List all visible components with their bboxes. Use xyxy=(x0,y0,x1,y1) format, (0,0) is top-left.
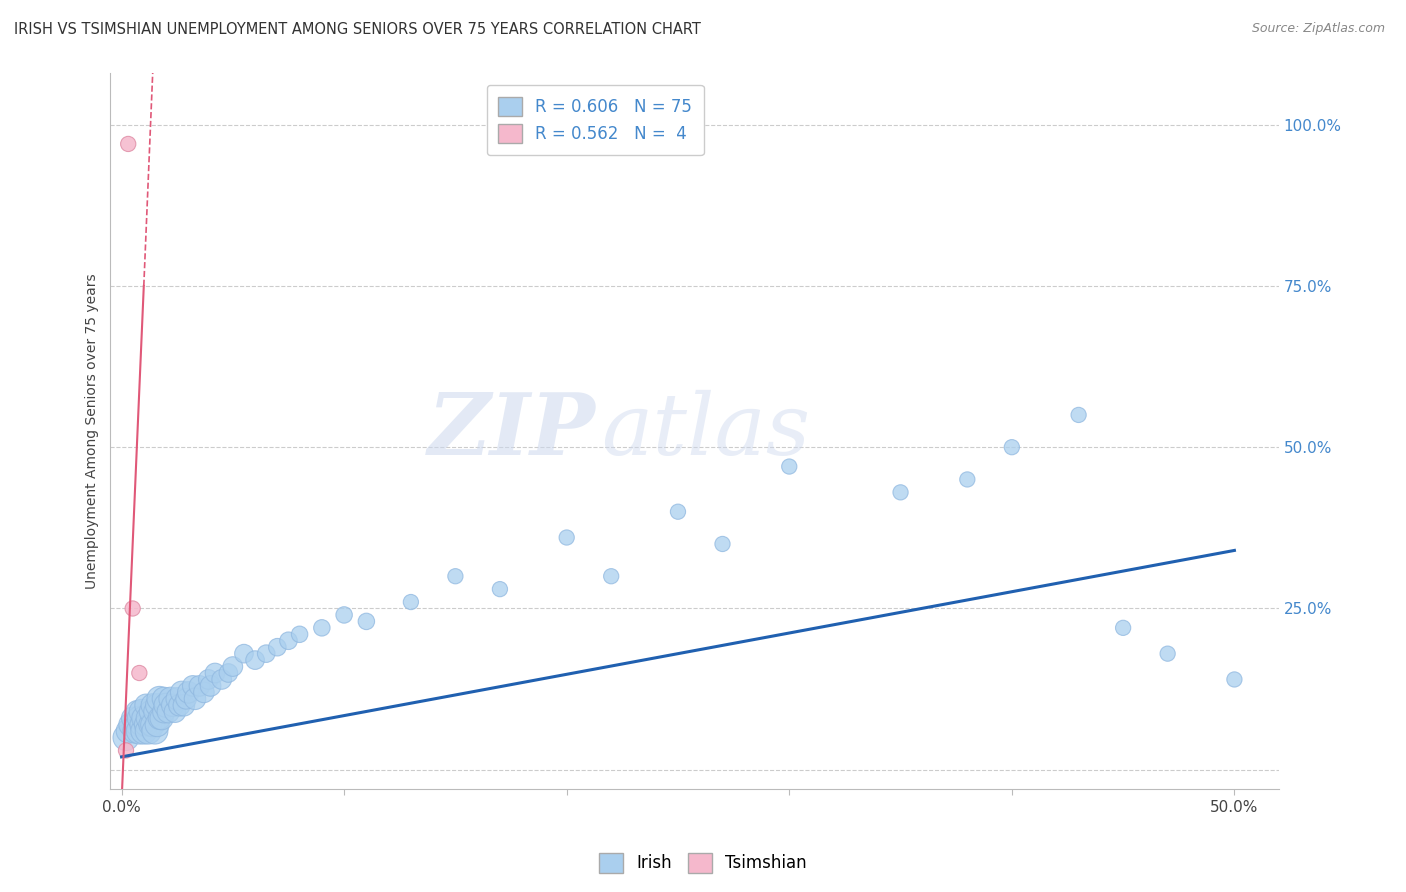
Y-axis label: Unemployment Among Seniors over 75 years: Unemployment Among Seniors over 75 years xyxy=(86,273,100,589)
Point xyxy=(115,731,138,745)
Point xyxy=(148,691,170,706)
Point xyxy=(197,673,219,687)
Point xyxy=(233,647,256,661)
Point xyxy=(121,711,143,725)
Point xyxy=(184,691,207,706)
Point xyxy=(778,459,800,474)
Point xyxy=(204,665,226,680)
Point xyxy=(139,717,162,731)
Point xyxy=(1223,673,1246,687)
Point xyxy=(143,705,166,719)
Point xyxy=(444,569,467,583)
Point xyxy=(333,607,356,622)
Point xyxy=(174,691,197,706)
Point xyxy=(1156,647,1178,661)
Point xyxy=(181,679,204,693)
Point xyxy=(132,711,155,725)
Point xyxy=(117,724,139,739)
Point xyxy=(127,717,149,731)
Point xyxy=(193,685,215,699)
Text: Source: ZipAtlas.com: Source: ZipAtlas.com xyxy=(1251,22,1385,36)
Point xyxy=(489,582,512,596)
Text: IRISH VS TSIMSHIAN UNEMPLOYMENT AMONG SENIORS OVER 75 YEARS CORRELATION CHART: IRISH VS TSIMSHIAN UNEMPLOYMENT AMONG SE… xyxy=(14,22,702,37)
Point xyxy=(128,665,150,680)
Point xyxy=(121,601,143,615)
Point xyxy=(211,673,233,687)
Point xyxy=(157,705,180,719)
Point xyxy=(173,698,195,713)
Point xyxy=(139,705,162,719)
Point xyxy=(166,691,188,706)
Point xyxy=(1001,440,1024,454)
Point xyxy=(148,711,170,725)
Point xyxy=(124,724,146,739)
Point xyxy=(399,595,422,609)
Point xyxy=(266,640,288,655)
Point xyxy=(131,705,153,719)
Point xyxy=(136,724,159,739)
Point xyxy=(311,621,333,635)
Point xyxy=(136,711,159,725)
Point xyxy=(143,724,166,739)
Point xyxy=(155,698,177,713)
Point xyxy=(146,698,169,713)
Point xyxy=(890,485,912,500)
Point xyxy=(127,705,149,719)
Point xyxy=(956,473,979,487)
Point xyxy=(169,698,191,713)
Point xyxy=(666,505,689,519)
Point xyxy=(170,685,193,699)
Point xyxy=(115,743,138,757)
Point xyxy=(162,698,184,713)
Point xyxy=(150,711,173,725)
Text: atlas: atlas xyxy=(602,390,810,473)
Point xyxy=(153,691,176,706)
Point xyxy=(142,698,165,713)
Point xyxy=(555,531,578,545)
Point xyxy=(153,705,176,719)
Legend: Irish, Tsimshian: Irish, Tsimshian xyxy=(593,847,813,880)
Point xyxy=(128,711,150,725)
Point xyxy=(163,705,186,719)
Point xyxy=(142,717,165,731)
Point xyxy=(117,136,139,151)
Point xyxy=(254,647,277,661)
Point xyxy=(711,537,734,551)
Point xyxy=(159,691,181,706)
Point xyxy=(132,724,155,739)
Point xyxy=(177,685,200,699)
Point xyxy=(200,679,222,693)
Point xyxy=(188,679,211,693)
Point xyxy=(277,633,299,648)
Point xyxy=(1067,408,1090,422)
Point xyxy=(243,653,266,667)
Point xyxy=(135,698,157,713)
Point xyxy=(356,615,378,629)
Point xyxy=(217,665,239,680)
Point xyxy=(131,717,153,731)
Legend: R = 0.606   N = 75, R = 0.562   N =  4: R = 0.606 N = 75, R = 0.562 N = 4 xyxy=(486,85,703,155)
Point xyxy=(1112,621,1135,635)
Point xyxy=(600,569,623,583)
Point xyxy=(222,659,245,673)
Point xyxy=(146,717,169,731)
Point xyxy=(288,627,311,641)
Text: ZIP: ZIP xyxy=(427,389,595,473)
Point xyxy=(120,717,142,731)
Point xyxy=(128,724,150,739)
Point xyxy=(135,717,157,731)
